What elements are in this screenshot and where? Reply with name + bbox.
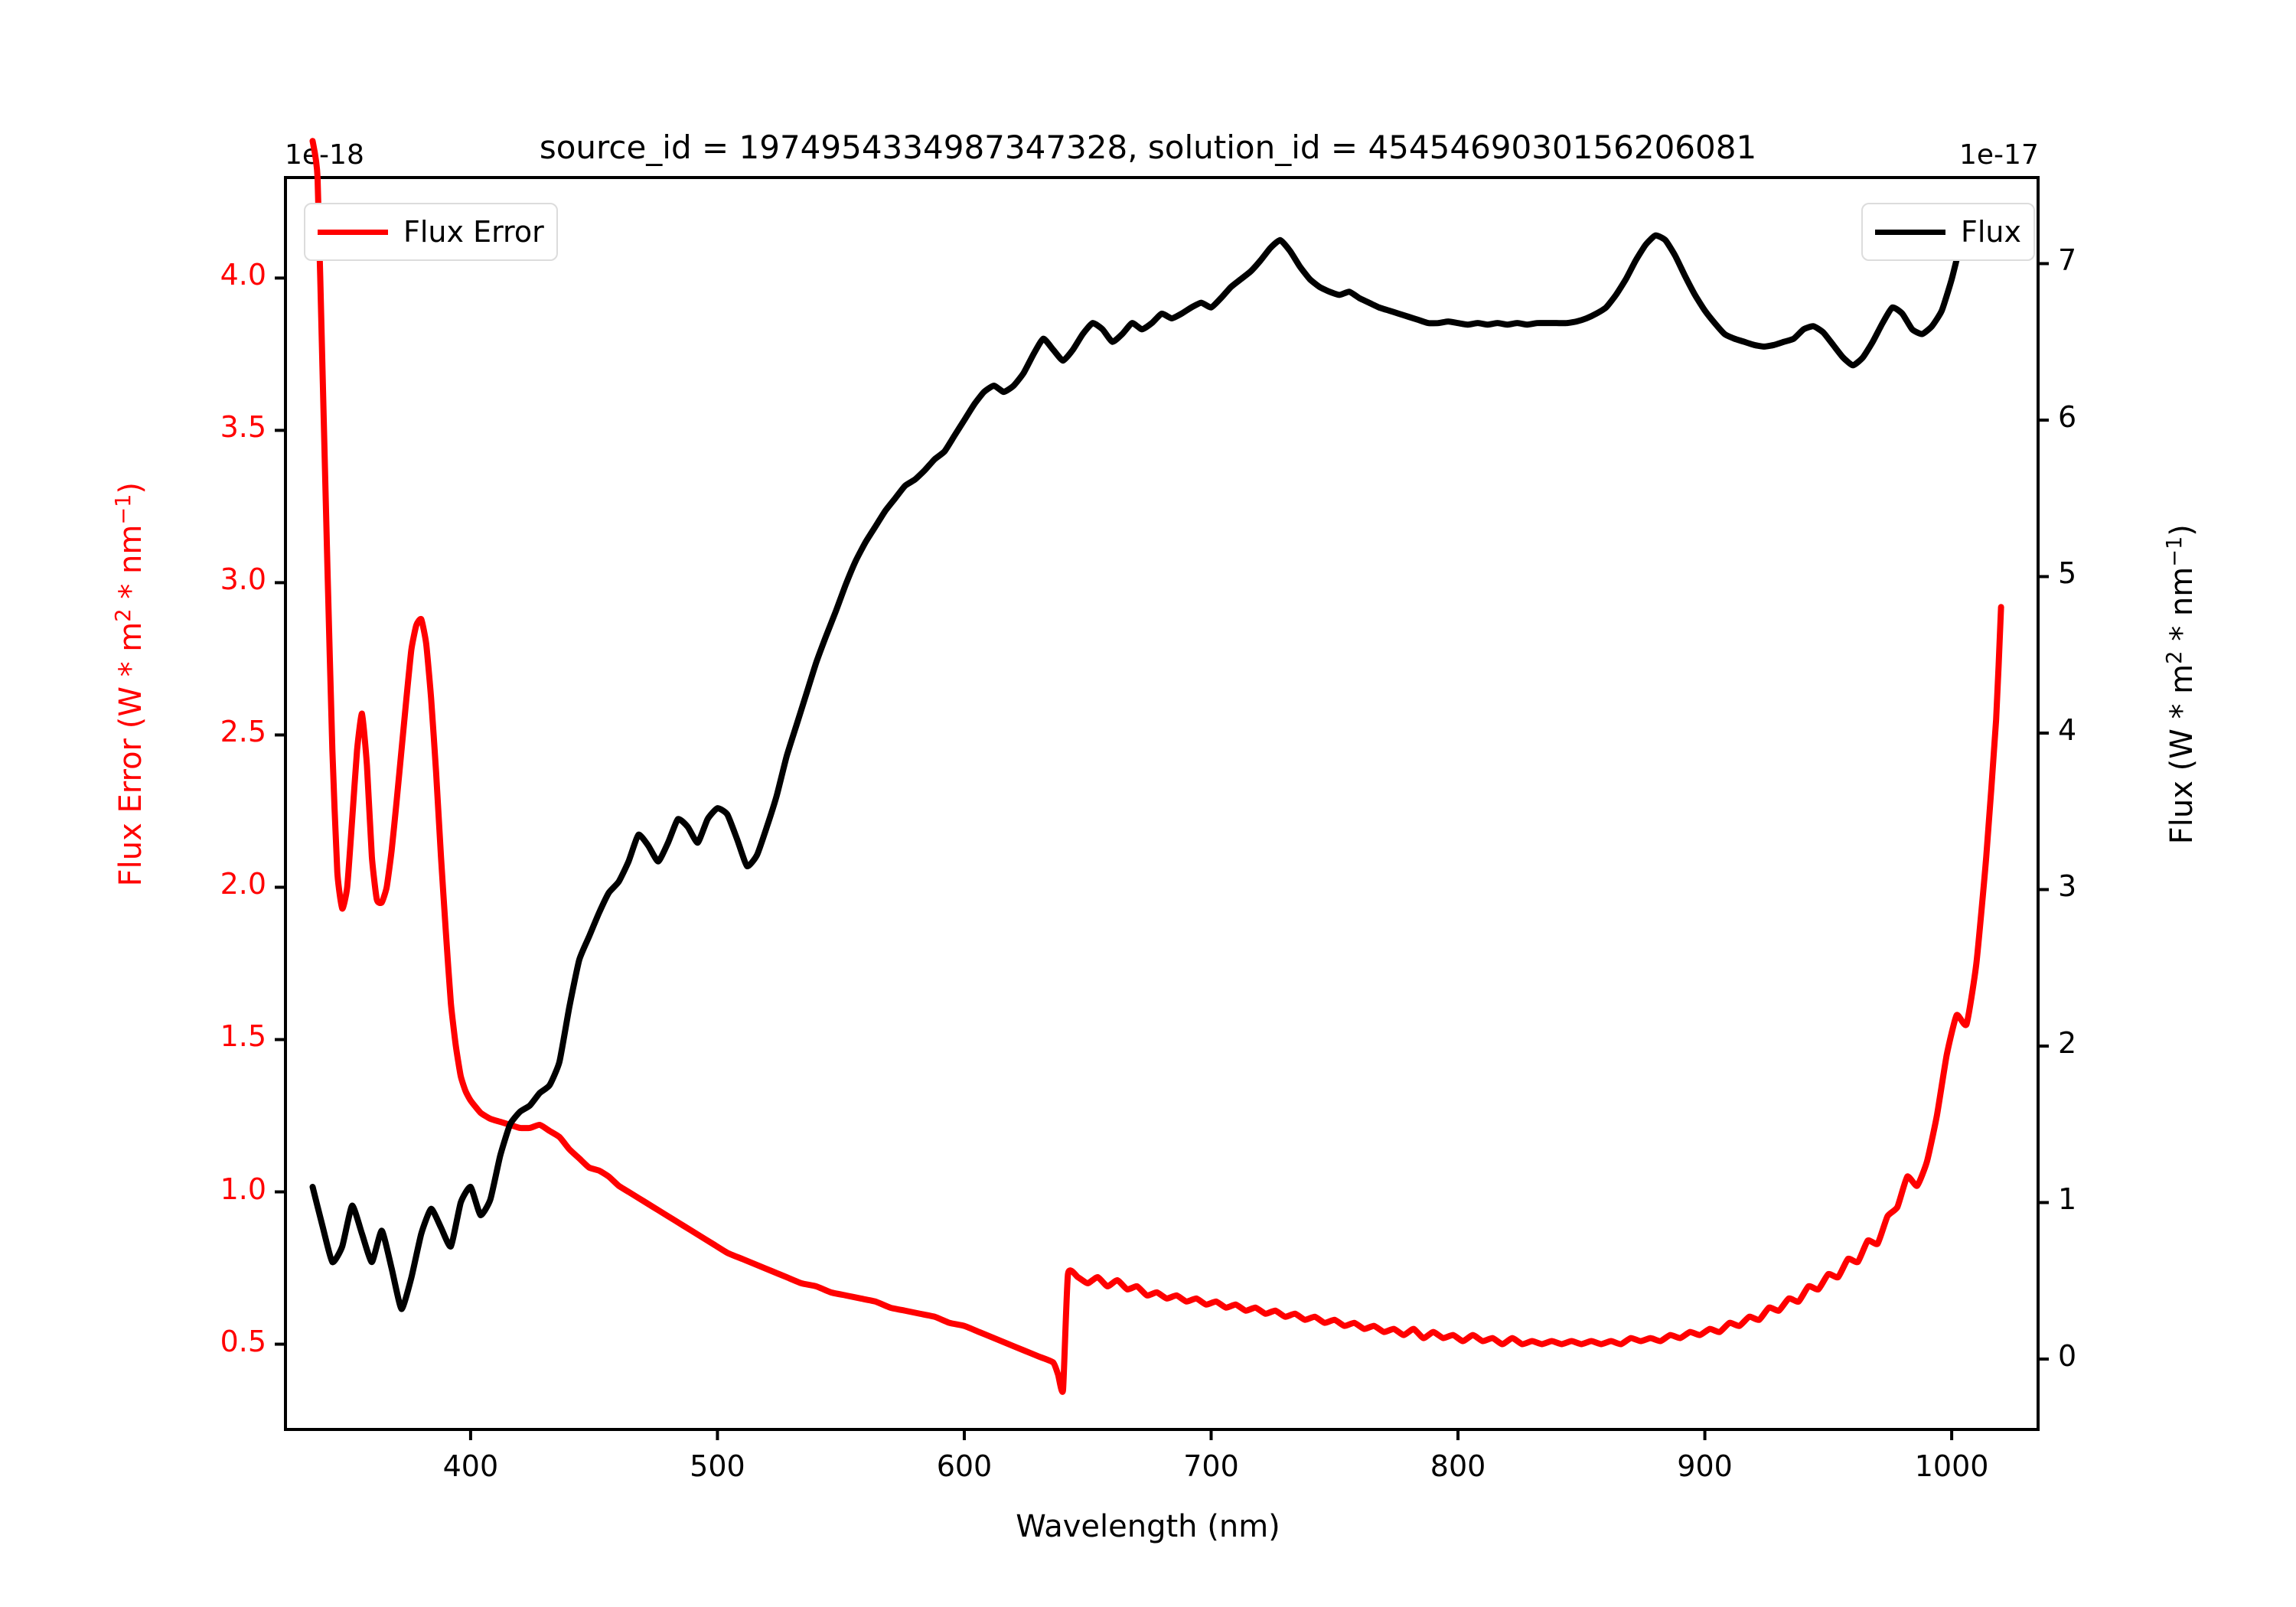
right-y-tick-label: 2 (2058, 1025, 2077, 1060)
left-y-axis-label-sup2: −1 (111, 494, 135, 525)
right-y-tick-label: 7 (2058, 243, 2077, 278)
x-tick-label: 500 (690, 1449, 745, 1483)
x-tick-label: 600 (936, 1449, 993, 1483)
right-y-axis-label-mid: * nm (2164, 566, 2200, 651)
right-y-tick-label: 3 (2058, 869, 2077, 904)
left-y-tick-label: 2.0 (220, 867, 266, 901)
legend-line-swatch-flux-error (318, 229, 388, 235)
x-tick-label: 700 (1183, 1449, 1239, 1483)
left-y-tick-label: 3.0 (220, 562, 266, 597)
x-tick-label: 1000 (1914, 1449, 1989, 1483)
right-axis-offset-text: 1e-17 (1959, 139, 2039, 171)
left-y-axis-label-end: ) (113, 481, 149, 494)
left-y-axis-label-sup1: 2 (111, 608, 135, 622)
x-tick-label: 400 (442, 1449, 499, 1483)
left-y-tick-label: 1.0 (220, 1172, 266, 1206)
left-y-axis-label: Flux Error (W * m2 * nm−1) (112, 416, 148, 952)
right-y-axis-label: Flux (W * m2 * nm−1) (2163, 416, 2200, 952)
right-y-tick-label: 0 (2058, 1338, 2077, 1373)
plot-frame (284, 176, 2040, 1431)
x-axis-label: Wavelength (nm) (1016, 1509, 1280, 1544)
right-y-axis-label-end: ) (2164, 524, 2200, 536)
x-tick-label: 800 (1430, 1449, 1486, 1483)
left-y-axis-label-text: Flux Error (W * m (113, 621, 149, 887)
right-y-tick-label: 1 (2058, 1182, 2077, 1217)
axis-ticks (275, 262, 2049, 1440)
left-y-tick-label: 1.5 (220, 1019, 266, 1054)
left-y-tick-label: 3.5 (220, 410, 266, 445)
legend-flux[interactable]: Flux (1861, 203, 2035, 261)
left-y-axis-label-mid: * nm (113, 524, 149, 609)
right-y-tick-label: 4 (2058, 712, 2077, 747)
right-y-axis-label-text: Flux (W * m (2164, 663, 2200, 845)
left-y-tick-label: 2.5 (220, 715, 266, 749)
legend-line-swatch-flux (1875, 229, 1945, 235)
page-title: source_id = 1974954334987347328, solutio… (539, 129, 1757, 166)
right-y-tick-label: 6 (2058, 399, 2077, 434)
legend-label-flux: Flux (1961, 215, 2021, 249)
legend-flux-error[interactable]: Flux Error (304, 203, 558, 261)
x-tick-label: 900 (1677, 1449, 1733, 1483)
left-y-tick-label: 4.0 (220, 258, 266, 292)
right-y-tick-label: 5 (2058, 556, 2077, 591)
left-axis-offset-text: 1e-18 (285, 139, 364, 171)
left-y-tick-label: 0.5 (220, 1324, 266, 1358)
series-line-flux-error (309, 138, 2004, 1395)
series-line-flux (309, 205, 1975, 1312)
legend-label-flux-error: Flux Error (403, 215, 544, 249)
right-y-axis-label-sup1: 2 (2162, 650, 2187, 664)
right-y-axis-label-sup2: −1 (2162, 536, 2187, 567)
